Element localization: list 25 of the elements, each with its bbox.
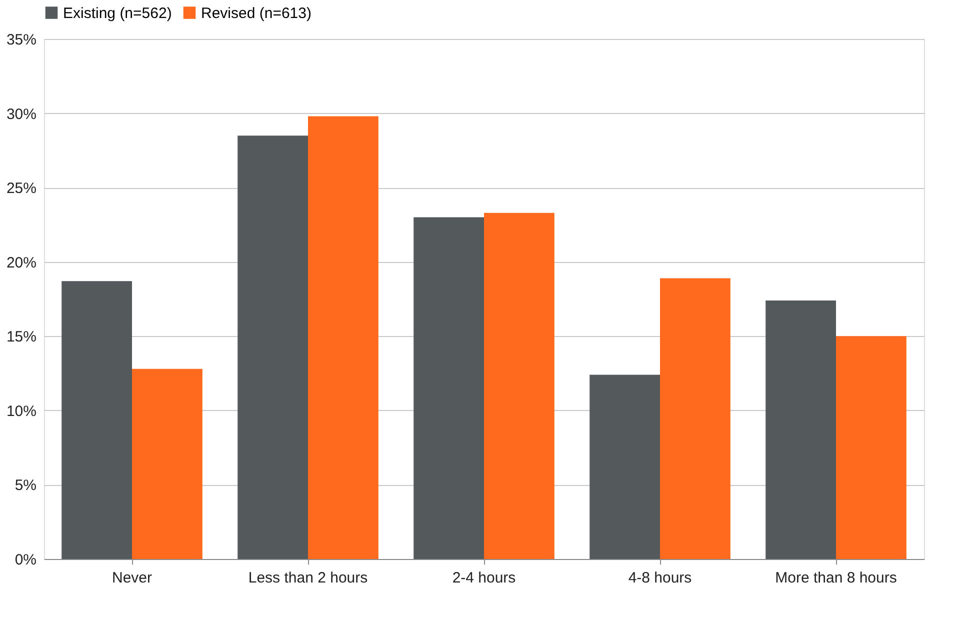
x-tick-label: More than 8 hours — [775, 570, 897, 586]
bar — [766, 300, 836, 559]
y-tick-label: 5% — [14, 477, 36, 494]
bar — [590, 374, 660, 559]
bar — [62, 281, 132, 559]
legend-label: Revised (n=613) — [201, 4, 312, 22]
bar — [132, 368, 202, 559]
bar — [308, 116, 378, 559]
y-tick-label: 35% — [6, 32, 36, 48]
bar — [414, 217, 484, 559]
legend-label: Existing (n=562) — [63, 4, 172, 22]
x-tick-label: 4-8 hours — [628, 570, 692, 586]
bar — [660, 278, 730, 559]
x-tick-label: Less than 2 hours — [248, 570, 368, 586]
x-tick-label: Never — [112, 570, 152, 586]
y-tick-label: 0% — [14, 552, 36, 568]
y-tick-label: 25% — [6, 180, 36, 198]
bar — [484, 212, 554, 559]
bar — [238, 136, 308, 559]
y-tick-label: 10% — [6, 402, 36, 420]
bar — [836, 336, 906, 559]
y-tick-label: 20% — [6, 254, 36, 272]
y-tick-label: 15% — [6, 328, 36, 346]
y-tick-label: 30% — [6, 106, 36, 123]
x-tick-label: 2-4 hours — [452, 570, 516, 586]
